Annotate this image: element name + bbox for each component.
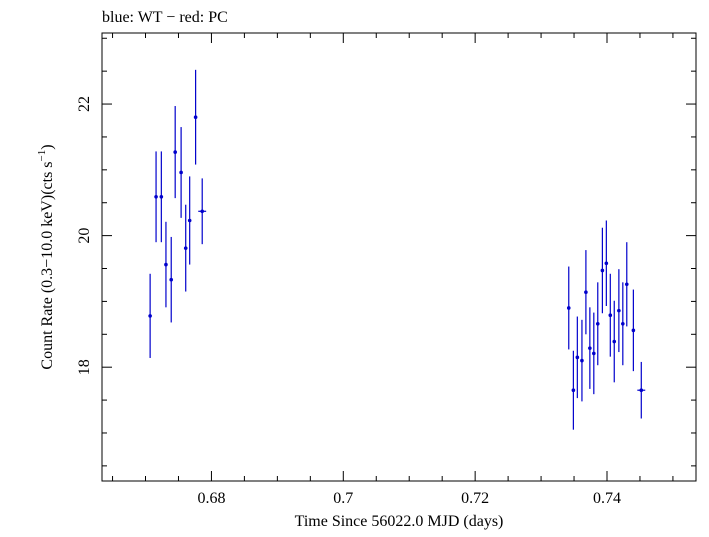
data-point (592, 312, 596, 395)
point-marker (159, 195, 164, 199)
data-point (571, 350, 576, 430)
point-marker (600, 268, 605, 273)
data-point (148, 273, 152, 358)
point-marker (566, 306, 571, 310)
data-point (193, 69, 198, 165)
y-axis-label-end: ) (39, 144, 56, 149)
point-marker (148, 314, 152, 318)
data-point (595, 282, 600, 366)
point-marker (200, 209, 205, 214)
data-point (164, 221, 168, 308)
data-point (187, 176, 192, 265)
point-marker (580, 358, 584, 363)
data-point (580, 319, 584, 402)
point-marker (595, 321, 600, 326)
x-axis-label: Time Since 56022.0 MJD (days) (295, 513, 504, 530)
x-tick-label: 0.7 (333, 490, 353, 507)
data-point (566, 266, 571, 350)
data-point (617, 269, 621, 353)
x-tick-label: 0.74 (593, 490, 621, 507)
data-point (600, 227, 605, 314)
data-point (631, 289, 636, 372)
point-marker (621, 321, 625, 326)
data-point (173, 106, 177, 199)
point-marker (154, 195, 158, 199)
data-point (584, 250, 588, 335)
point-marker (617, 308, 621, 313)
point-marker (187, 218, 192, 223)
point-marker (173, 150, 177, 154)
data-point (608, 273, 613, 357)
point-marker (575, 355, 580, 360)
point-marker (608, 313, 613, 318)
point-marker (183, 246, 188, 250)
data-point (621, 282, 625, 366)
point-marker (604, 261, 609, 266)
data-point (198, 178, 207, 245)
point-marker (164, 262, 168, 267)
point-marker (193, 115, 198, 120)
y-axis-label-main: Count Rate (0.3−10.0 keV)(cts s (39, 161, 56, 369)
x-tick-label: 0.72 (461, 490, 489, 507)
data-point (169, 236, 174, 323)
point-marker (639, 388, 644, 393)
data-point (179, 127, 183, 218)
y-tick-label: 20 (76, 228, 93, 244)
point-marker (588, 346, 592, 350)
data-point (637, 361, 646, 419)
plot-frame (101, 32, 697, 482)
data-point (159, 151, 164, 243)
data-point (604, 220, 609, 307)
point-marker (612, 339, 617, 344)
point-marker (584, 290, 588, 294)
data-point (154, 151, 158, 243)
point-marker (169, 277, 174, 282)
point-marker (179, 170, 183, 175)
point-marker (631, 328, 636, 333)
x-tick-label: 0.68 (197, 490, 225, 507)
data-point (612, 300, 617, 383)
y-axis-label: Count Rate (0.3−10.0 keV)(cts s−1) (36, 144, 56, 369)
chart-title: blue: WT − red: PC (102, 9, 228, 26)
point-marker (592, 351, 596, 356)
y-axis-label-sup: −1 (36, 150, 48, 162)
data-point (624, 242, 629, 327)
data-point (588, 307, 592, 389)
y-tick-label: 22 (76, 96, 93, 112)
point-marker (571, 388, 576, 393)
data-point (575, 316, 580, 399)
y-tick-label: 18 (76, 359, 93, 375)
data-point (183, 204, 188, 292)
point-marker (624, 282, 629, 287)
